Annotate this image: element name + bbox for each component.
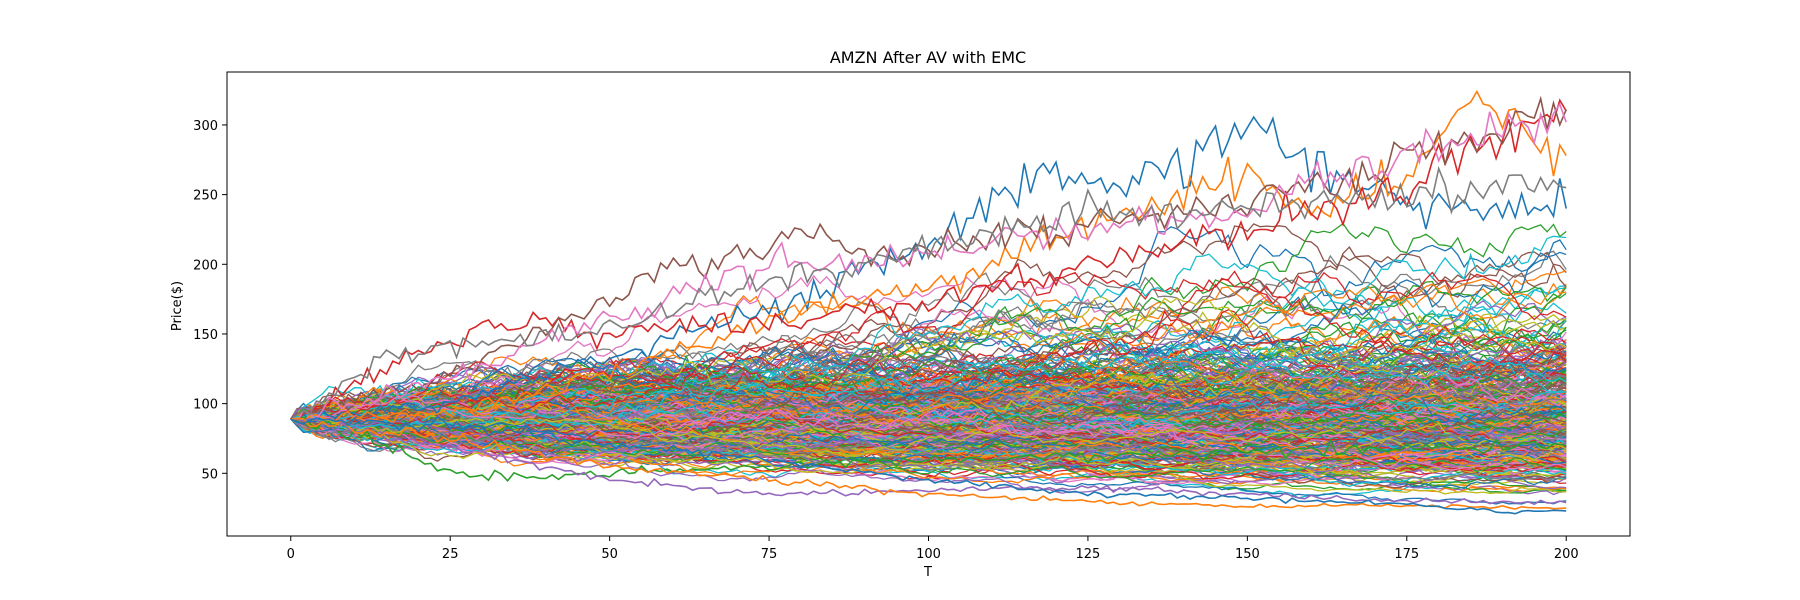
series-line — [290, 415, 1567, 483]
x-tick-label: 100 — [916, 547, 941, 562]
y-tick-label: 100 — [193, 398, 218, 413]
series-line — [290, 410, 1567, 469]
series-line — [290, 327, 1567, 427]
series-lines — [290, 89, 1567, 515]
series-line — [290, 407, 1567, 473]
y-tick-label: 50 — [201, 467, 218, 482]
x-axis-label: T — [923, 565, 932, 580]
y-axis: 50 100 150 200 250 300 — [193, 119, 227, 482]
series-line — [290, 416, 1567, 515]
x-tick-label: 175 — [1394, 547, 1419, 562]
series-line — [290, 395, 1567, 471]
series-line — [290, 271, 1567, 420]
x-axis: 0 25 50 75 100 125 150 175 200 — [287, 536, 1579, 562]
x-tick-label: 25 — [442, 547, 459, 562]
series-line — [290, 165, 1567, 420]
series-line — [290, 329, 1567, 420]
series-line — [290, 89, 1567, 424]
series-line — [290, 374, 1567, 453]
series-line — [290, 415, 1567, 461]
series-line — [290, 417, 1567, 506]
series-line — [290, 418, 1567, 461]
chart-title: AMZN After AV with EMC — [830, 48, 1026, 67]
series-line — [290, 406, 1567, 462]
y-tick-label: 250 — [193, 189, 218, 204]
series-line — [290, 407, 1567, 479]
series-line — [290, 381, 1567, 434]
x-tick-label: 150 — [1235, 547, 1260, 562]
series-line — [290, 222, 1567, 423]
x-tick-label: 125 — [1076, 547, 1101, 562]
series-line — [290, 390, 1567, 448]
series-line — [290, 102, 1567, 423]
series-line — [290, 417, 1567, 510]
series-line — [290, 95, 1567, 420]
series-line — [290, 297, 1567, 420]
series-line — [290, 416, 1567, 499]
series-line — [290, 355, 1567, 436]
series-line — [290, 341, 1567, 431]
series-line — [290, 98, 1567, 422]
y-tick-label: 300 — [193, 119, 218, 134]
x-tick-label: 200 — [1554, 547, 1579, 562]
series-line — [290, 344, 1567, 430]
y-tick-label: 200 — [193, 258, 218, 273]
x-tick-label: 75 — [761, 547, 778, 562]
y-axis-label: Price($) — [170, 281, 185, 331]
x-tick-label: 50 — [601, 547, 618, 562]
series-line — [290, 418, 1567, 472]
y-tick-label: 150 — [193, 328, 218, 343]
series-line — [290, 357, 1567, 422]
x-tick-label: 0 — [287, 547, 295, 562]
